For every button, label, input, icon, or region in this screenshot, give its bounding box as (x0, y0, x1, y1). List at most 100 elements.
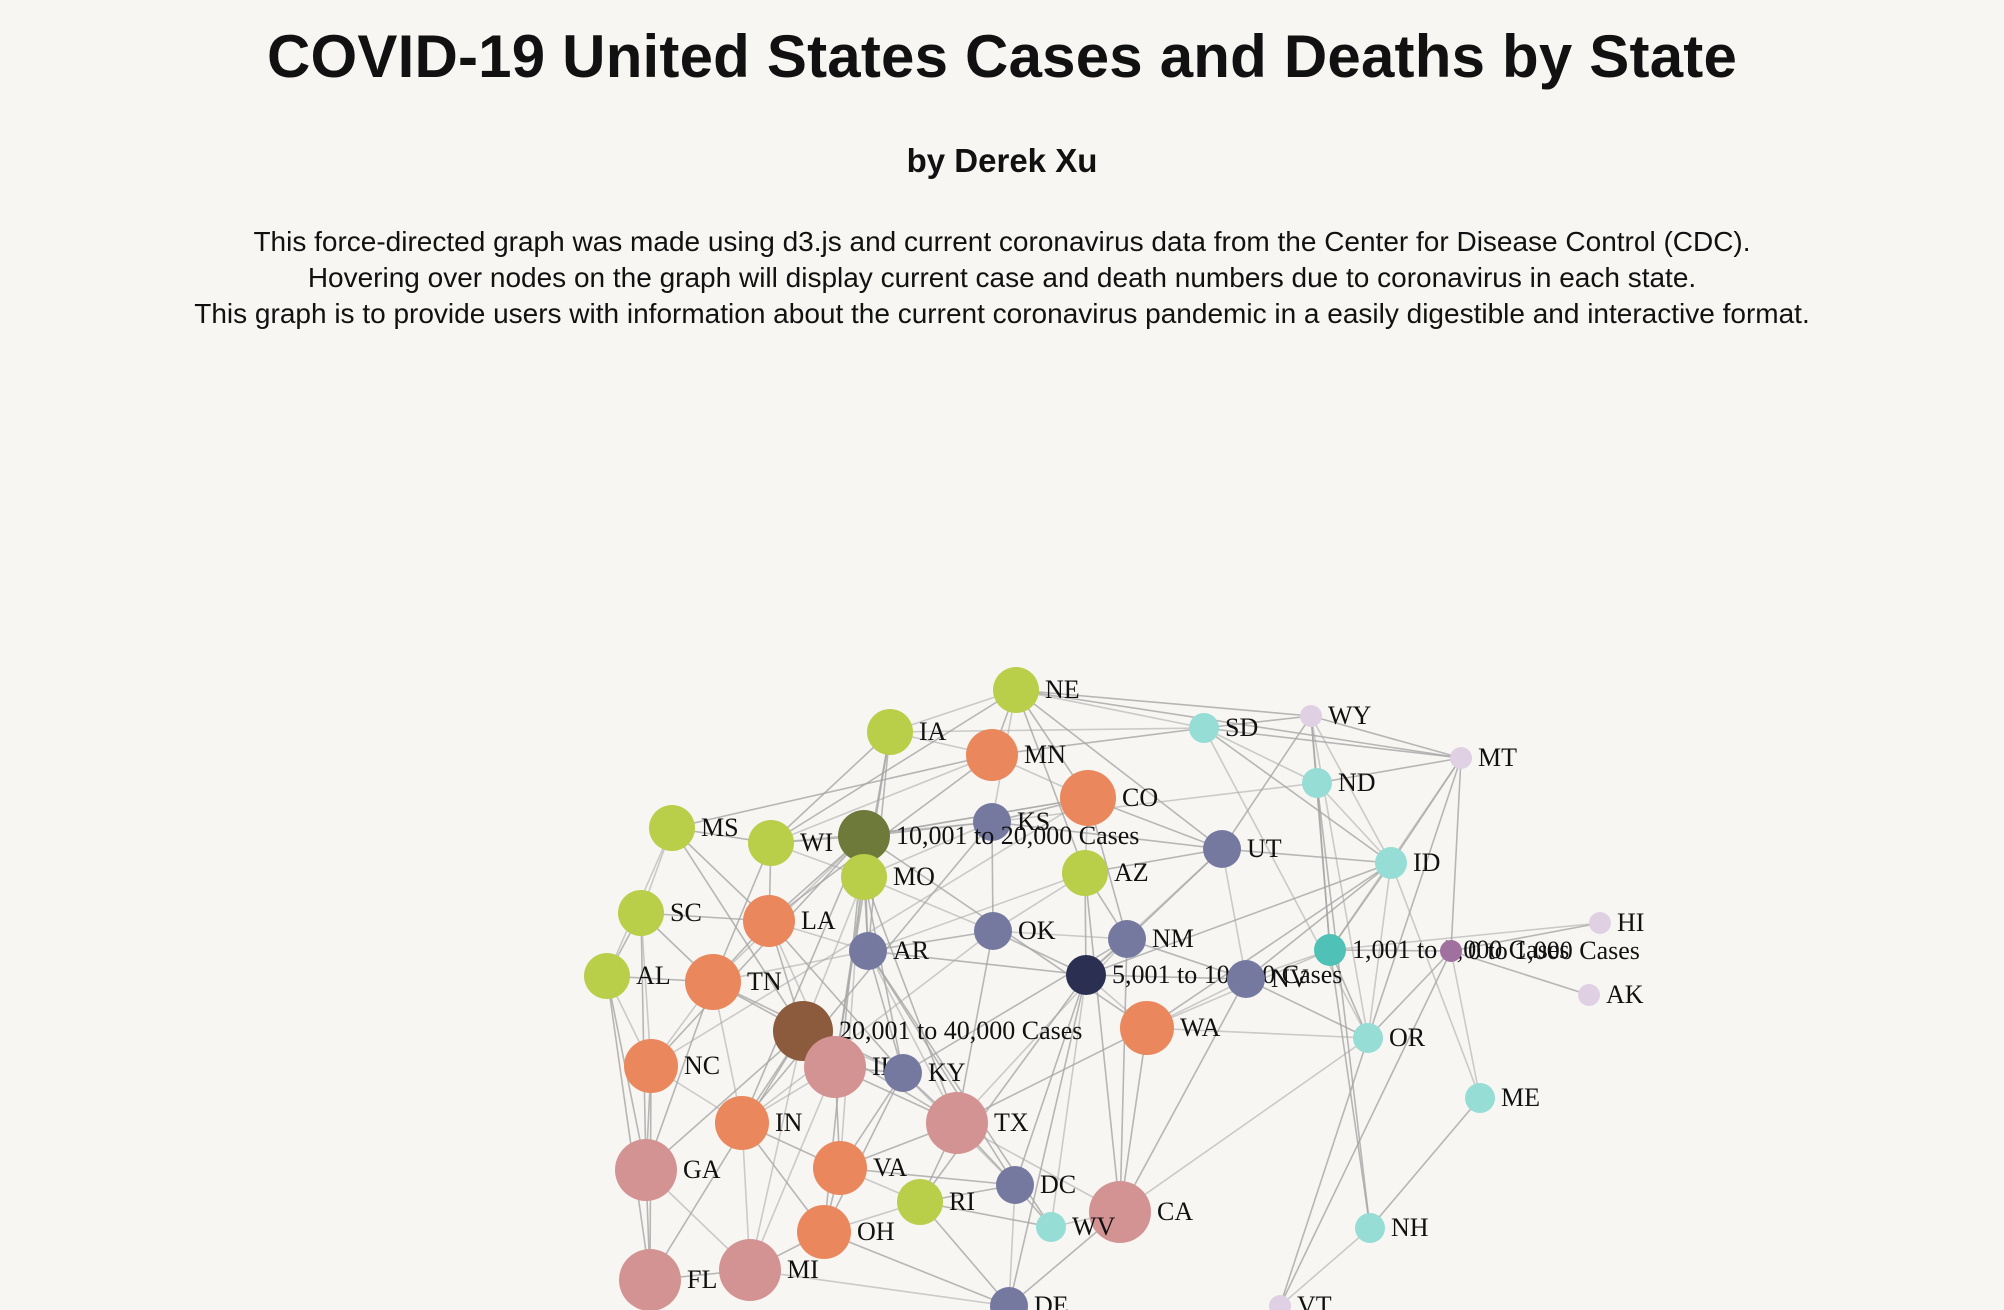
graph-link (1085, 848, 1223, 976)
graph-node-ga[interactable]: GA (615, 1139, 721, 1201)
graph-node-ri[interactable]: RI (897, 1179, 975, 1225)
node-circle[interactable] (996, 1166, 1034, 1204)
graph-node-mn[interactable]: MN (966, 729, 1066, 781)
node-circle[interactable] (719, 1239, 781, 1301)
graph-node-sc[interactable]: SC (618, 890, 702, 936)
node-circle[interactable] (1440, 940, 1462, 962)
node-circle[interactable] (1578, 984, 1600, 1006)
graph-node-ks[interactable]: KS (973, 803, 1050, 841)
node-circle[interactable] (974, 912, 1012, 950)
graph-node-nv[interactable]: NV (1227, 960, 1309, 998)
node-circle[interactable] (1589, 912, 1611, 934)
graph-node-mt[interactable]: MT (1450, 743, 1517, 772)
node-circle[interactable] (841, 854, 887, 900)
graph-node-de[interactable]: DE (990, 1287, 1069, 1310)
graph-node-mo[interactable]: MO (841, 854, 935, 900)
node-circle[interactable] (1300, 705, 1322, 727)
graph-node-ut[interactable]: UT (1203, 830, 1282, 868)
graph-node-va[interactable]: VA (813, 1141, 907, 1195)
node-circle[interactable] (619, 1249, 681, 1310)
node-circle[interactable] (884, 1054, 922, 1092)
node-circle[interactable] (1066, 955, 1106, 995)
node-circle[interactable] (849, 932, 887, 970)
graph-node-or[interactable]: OR (1353, 1023, 1426, 1053)
node-circle[interactable] (1203, 830, 1241, 868)
node-circle[interactable] (1089, 1181, 1151, 1243)
node-circle[interactable] (615, 1139, 677, 1201)
graph-node-ok[interactable]: OK (974, 912, 1056, 950)
node-circle[interactable] (1062, 850, 1108, 896)
node-circle[interactable] (867, 709, 913, 755)
node-circle[interactable] (813, 1141, 867, 1195)
graph-node-tn[interactable]: TN (685, 954, 782, 1010)
node-circle[interactable] (973, 803, 1011, 841)
graph-node-dc[interactable]: DC (996, 1166, 1076, 1204)
node-circle[interactable] (1269, 1295, 1291, 1310)
graph-node-wy[interactable]: WY (1300, 701, 1372, 730)
node-circle[interactable] (1227, 960, 1265, 998)
graph-node-la[interactable]: LA (743, 895, 836, 947)
node-circle[interactable] (1353, 1023, 1383, 1053)
graph-node-wv[interactable]: WV (1036, 1212, 1116, 1242)
node-circle[interactable] (1108, 920, 1146, 958)
graph-node-nh[interactable]: NH (1355, 1213, 1429, 1243)
node-circle[interactable] (1036, 1212, 1066, 1242)
node-circle[interactable] (1375, 847, 1407, 879)
graph-node-ky[interactable]: KY (884, 1054, 966, 1092)
node-circle[interactable] (797, 1205, 851, 1259)
graph-node-oh[interactable]: OH (797, 1205, 895, 1259)
graph-node-nm[interactable]: NM (1108, 920, 1194, 958)
node-circle[interactable] (990, 1287, 1028, 1310)
graph-node-ak[interactable]: AK (1578, 980, 1644, 1009)
node-circle[interactable] (1302, 768, 1332, 798)
node-circle[interactable] (743, 895, 795, 947)
graph-node-mi[interactable]: MI (719, 1239, 819, 1301)
graph-node-co[interactable]: CO (1060, 770, 1158, 826)
graph-node-ca[interactable]: CA (1089, 1181, 1193, 1243)
node-circle[interactable] (584, 953, 630, 999)
graph-node-h5[interactable]: 5,001 to 10,000 Cases (1066, 955, 1342, 995)
node-circle[interactable] (685, 954, 741, 1010)
node-circle[interactable] (748, 820, 794, 866)
description-line-2: Hovering over nodes on the graph will di… (307, 262, 1697, 293)
graph-node-h10[interactable]: 10,001 to 20,000 Cases (838, 810, 1139, 862)
node-circle[interactable] (649, 805, 695, 851)
node-circle[interactable] (993, 667, 1039, 713)
node-circle[interactable] (1450, 747, 1472, 769)
node-circle[interactable] (838, 810, 890, 862)
graph-node-az[interactable]: AZ (1062, 850, 1149, 896)
node-circle[interactable] (1120, 1001, 1174, 1055)
graph-node-h20[interactable]: 20,001 to 40,000 Cases (773, 1001, 1082, 1061)
graph-node-in[interactable]: IN (715, 1096, 803, 1150)
node-circle[interactable] (1314, 934, 1346, 966)
graph-node-vt[interactable]: VT (1269, 1291, 1332, 1310)
graph-node-ms[interactable]: MS (649, 805, 739, 851)
graph-node-tx[interactable]: TX (926, 1092, 1029, 1154)
graph-node-h0[interactable]: 0 to 1,000 Cases (1440, 936, 1640, 965)
node-circle[interactable] (897, 1179, 943, 1225)
graph-node-wa[interactable]: WA (1120, 1001, 1221, 1055)
graph-node-fl[interactable]: FL (619, 1249, 717, 1310)
graph-node-nc[interactable]: NC (624, 1039, 720, 1093)
graph-node-sd[interactable]: SD (1189, 713, 1258, 743)
graph-node-ar[interactable]: AR (849, 932, 930, 970)
graph-node-nd[interactable]: ND (1302, 768, 1376, 798)
graph-node-ia[interactable]: IA (867, 709, 947, 755)
graph-node-id[interactable]: ID (1375, 847, 1440, 879)
graph-node-ne[interactable]: NE (993, 667, 1080, 713)
node-circle[interactable] (624, 1039, 678, 1093)
node-circle[interactable] (926, 1092, 988, 1154)
node-circle[interactable] (1465, 1083, 1495, 1113)
graph-node-hi[interactable]: HI (1589, 908, 1644, 937)
node-circle[interactable] (966, 729, 1018, 781)
node-circle[interactable] (715, 1096, 769, 1150)
graph-node-me[interactable]: ME (1465, 1083, 1540, 1113)
node-circle[interactable] (618, 890, 664, 936)
node-circle[interactable] (1355, 1213, 1385, 1243)
graph-node-wi[interactable]: WI (748, 820, 833, 866)
node-circle[interactable] (1189, 713, 1219, 743)
node-circle[interactable] (1060, 770, 1116, 826)
node-circle[interactable] (804, 1036, 866, 1098)
graph-node-al[interactable]: AL (584, 953, 671, 999)
graph-link (992, 930, 1128, 940)
